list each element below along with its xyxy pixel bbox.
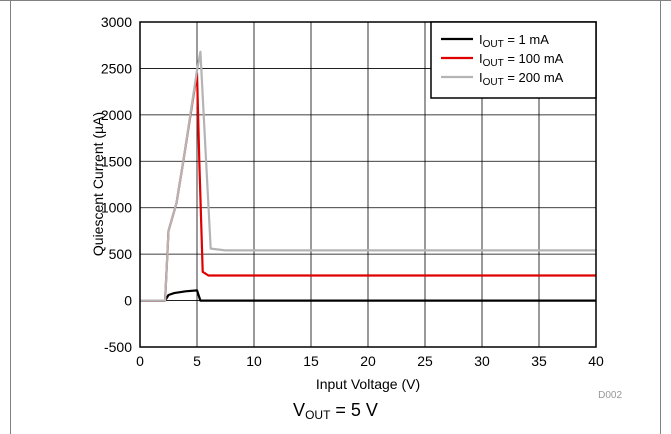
- x-tick-label: 20: [360, 353, 376, 369]
- plot-area-border: [139, 21, 597, 348]
- legend-label-sub: OUT: [483, 77, 504, 88]
- x-tick-label: 5: [193, 353, 201, 369]
- x-tick-label: 35: [531, 353, 547, 369]
- legend-label-prefix: I: [479, 32, 483, 47]
- y-tick-label: 1500: [101, 153, 132, 169]
- y-tick-label: 2500: [101, 60, 132, 76]
- legend-box: [430, 21, 597, 99]
- x-axis-label: Input Voltage (V): [316, 376, 420, 392]
- x-tick-label: 30: [474, 353, 490, 369]
- legend-label-sub: OUT: [483, 39, 504, 50]
- series-line: [140, 50, 596, 302]
- y-tick-label: 0: [124, 293, 132, 309]
- x-tick-label: 10: [246, 353, 262, 369]
- tick-labels: 0 5 10 15 20 25 30 35 40-50005001000150020002500…: [101, 14, 604, 369]
- series-layer: [140, 50, 596, 302]
- legend-label-suffix: = 200 mA: [504, 70, 564, 85]
- x-tick-label: 25: [417, 353, 433, 369]
- y-tick-label: 500: [109, 246, 133, 262]
- caption-suffix: = 5 V: [330, 400, 378, 420]
- x-tick-label: 0: [136, 353, 144, 369]
- caption-prefix: V: [293, 400, 306, 420]
- legend-label: IOUT = 100 mA: [479, 51, 564, 69]
- y-axis-label: Quiescent Current (µA): [90, 112, 106, 256]
- legend-label-suffix: = 100 mA: [504, 51, 564, 66]
- legend-label-prefix: I: [479, 70, 483, 85]
- legend-label-sub: OUT: [483, 58, 504, 69]
- caption: VOUT = 5 V: [0, 400, 671, 422]
- y-tick-label: -500: [104, 339, 132, 355]
- legend-label-suffix: = 1 mA: [504, 32, 549, 47]
- legend-label: IOUT = 1 mA: [479, 32, 549, 50]
- caption-sub: OUT: [305, 408, 331, 422]
- legend-label: IOUT = 200 mA: [479, 70, 564, 88]
- y-tick-label: 1000: [101, 200, 132, 216]
- series-line: [140, 289, 596, 302]
- y-tick-label: 2000: [101, 107, 132, 123]
- y-tick-label: 3000: [101, 14, 132, 30]
- x-tick-label: 40: [588, 353, 604, 369]
- x-tick-label: 15: [303, 353, 319, 369]
- legend-label-prefix: I: [479, 51, 483, 66]
- figure-code: D002: [598, 390, 622, 401]
